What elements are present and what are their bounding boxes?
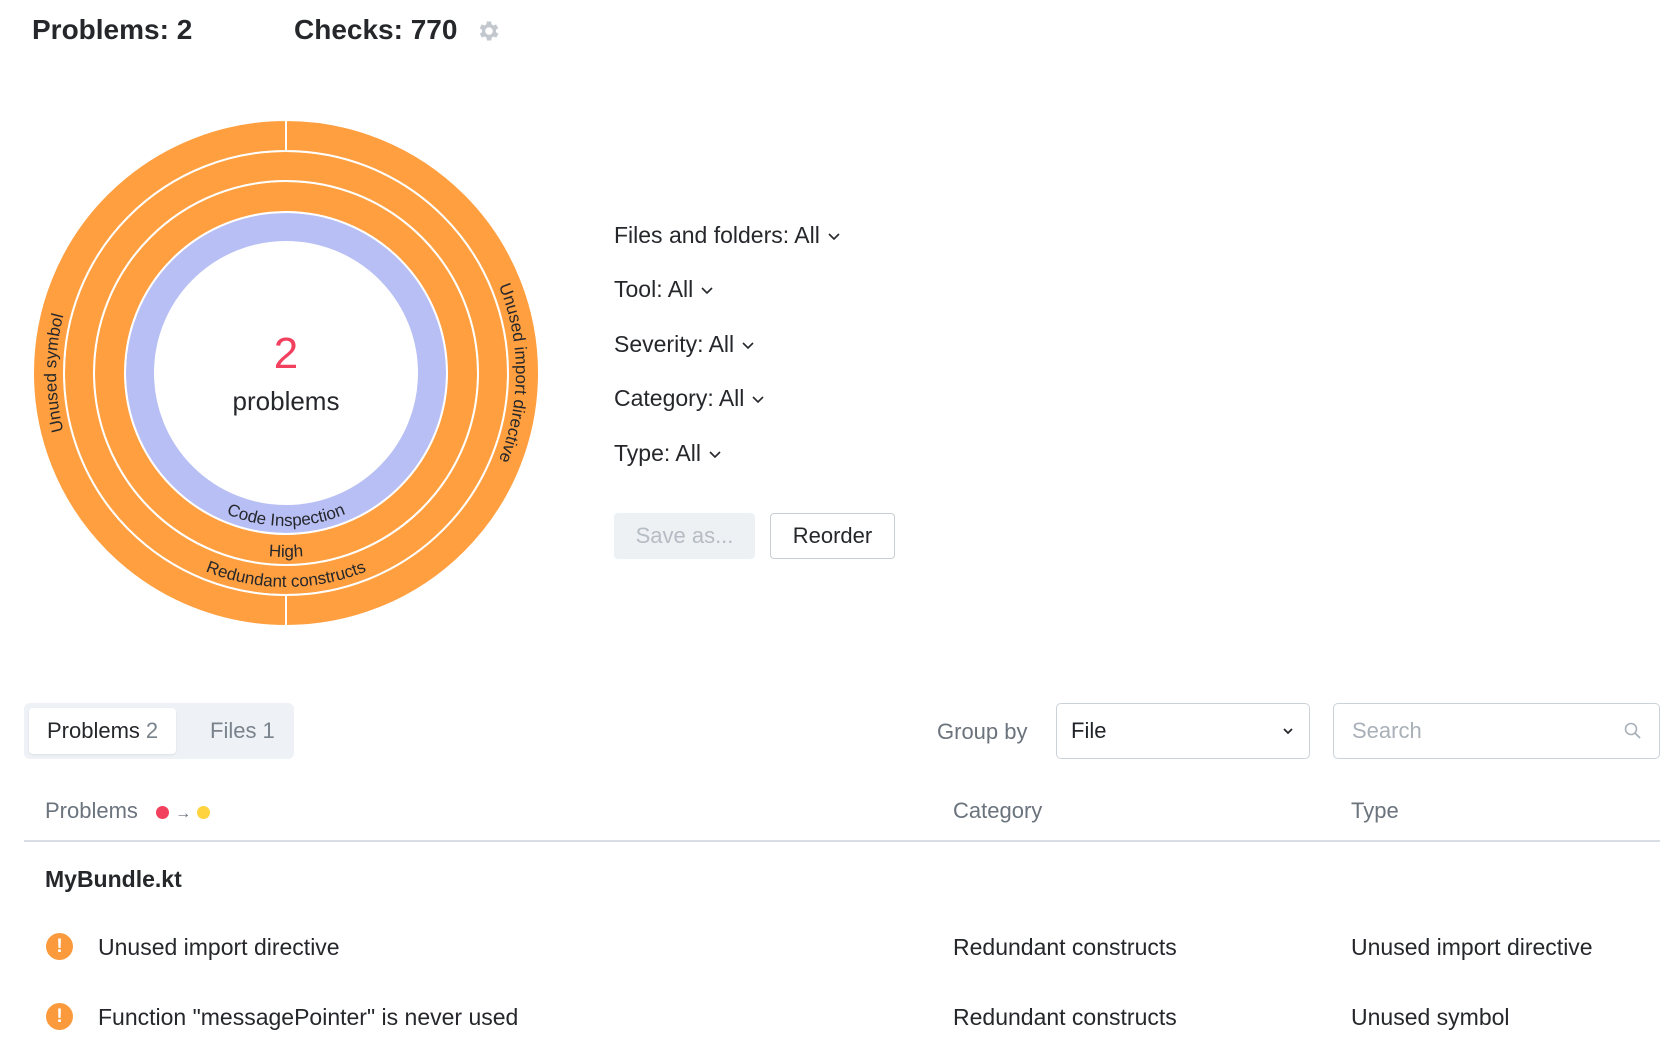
problem-text: Function "messagePointer" is never used — [98, 1004, 519, 1030]
severity-high-dot — [156, 805, 170, 819]
warning-icon: ! — [46, 933, 73, 960]
chevron-down-icon — [828, 232, 840, 240]
column-header-problems[interactable]: Problems → — [45, 798, 211, 824]
search-field[interactable] — [1333, 703, 1660, 759]
table-row[interactable]: ! Unused import directive Redundant cons… — [0, 922, 1676, 972]
category-text: Redundant constructs — [953, 934, 1177, 960]
view-tabs: Problems 2 Files 1 — [24, 703, 294, 759]
column-header-category[interactable]: Category — [953, 798, 1043, 823]
type-text: Unused symbol — [1351, 1004, 1510, 1030]
filter-dropdown[interactable]: Type: All — [614, 440, 723, 467]
type-text: Unused import directive — [1351, 934, 1593, 960]
problems-count-header: Problems: 2 — [32, 14, 193, 45]
table-row[interactable]: ! Function "messagePointer" is never use… — [0, 992, 1676, 1042]
filter-dropdown[interactable]: Severity: All — [614, 331, 756, 358]
sunburst-segment[interactable] — [32, 118, 287, 628]
column-header-type[interactable]: Type — [1351, 798, 1399, 823]
reorder-button[interactable]: Reorder — [770, 513, 895, 559]
chevron-down-icon — [709, 450, 721, 458]
filter-label: Type: All — [614, 440, 701, 466]
tab-problems[interactable]: Problems 2 — [29, 708, 177, 754]
center-label: problems — [233, 386, 340, 416]
filter-dropdown[interactable]: Tool: All — [614, 276, 715, 303]
group-by-value: File — [1071, 718, 1107, 743]
group-by-select[interactable]: File — [1056, 703, 1310, 759]
checks-count-header: Checks: 770 — [294, 14, 458, 45]
filter-label: Severity: All — [614, 331, 735, 357]
search-input[interactable] — [1350, 717, 1614, 745]
column-label: Problems — [45, 798, 138, 823]
tab-count: 2 — [145, 718, 159, 743]
sunburst-segment-label: High — [268, 541, 303, 561]
filter-dropdown[interactable]: Category: All — [614, 385, 766, 412]
filter-label: Category: All — [614, 385, 745, 411]
warning-icon: ! — [46, 1003, 73, 1030]
tab-count: 1 — [262, 718, 275, 743]
search-icon[interactable] — [1623, 721, 1643, 741]
save-as-button[interactable]: Save as... — [614, 513, 755, 559]
chevron-down-icon — [742, 341, 754, 349]
file-group-header[interactable]: MyBundle.kt — [45, 866, 182, 892]
header-divider — [24, 840, 1660, 842]
group-by-label: Group by — [937, 719, 1028, 744]
chevron-down-icon — [701, 286, 713, 294]
filter-label: Files and folders: All — [614, 222, 820, 248]
tab-label: Files — [210, 718, 257, 743]
filter-dropdown[interactable]: Files and folders: All — [614, 222, 842, 249]
tab-label: Problems — [47, 718, 140, 743]
gear-icon[interactable] — [476, 18, 502, 44]
chevron-down-icon — [1283, 728, 1293, 735]
tab-files[interactable]: Files 1 — [192, 708, 293, 754]
filter-label: Tool: All — [614, 276, 694, 302]
severity-low-dot — [197, 805, 211, 819]
center-count: 2 — [274, 329, 298, 378]
chevron-down-icon — [752, 395, 764, 403]
category-text: Redundant constructs — [953, 1004, 1177, 1030]
problem-text: Unused import directive — [98, 934, 340, 960]
arrow-right-icon: → — [175, 805, 192, 822]
